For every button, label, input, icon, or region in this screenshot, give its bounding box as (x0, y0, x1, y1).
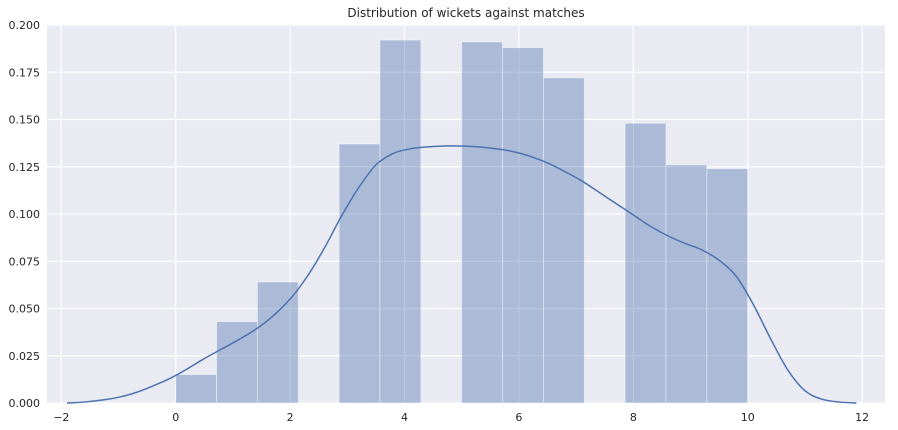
x-tick-label: −2 (53, 411, 69, 424)
y-tick-label: 0.175 (9, 66, 41, 79)
x-tick-label: 10 (741, 411, 755, 424)
y-tick-label: 0.025 (9, 350, 41, 363)
histogram-bar (665, 164, 708, 404)
histogram-bar (502, 47, 544, 404)
histogram-bar (624, 122, 667, 404)
y-tick-label: 0.200 (9, 19, 41, 32)
histogram-bar (706, 168, 749, 404)
y-axis-ticks: 0.000 0.025 0.050 0.075 0.100 0.125 0.150 0.175… (9, 19, 41, 410)
y-tick-label: 0.075 (9, 255, 41, 268)
y-tick-label: 0.150 (9, 114, 41, 127)
y-tick-label: 0.050 (9, 303, 41, 316)
histogram-bar (175, 374, 217, 404)
chart-title: Distribution of wickets against matches (347, 6, 584, 20)
histogram-bar (461, 41, 503, 404)
histogram-bars (175, 39, 749, 404)
x-tick-label: 2 (287, 411, 294, 424)
histogram-bar (379, 39, 422, 404)
x-tick-label: 8 (630, 411, 637, 424)
histogram-bar (216, 321, 258, 404)
x-tick-label: 4 (401, 411, 408, 424)
x-tick-label: 0 (172, 411, 179, 424)
y-tick-label: 0.100 (9, 208, 41, 221)
x-axis-ticks: −2 0 2 4 6 8 10 12 (53, 411, 869, 424)
histogram-bar (257, 281, 299, 404)
y-tick-label: 0.000 (9, 397, 41, 410)
kde-line (66, 145, 857, 404)
histogram-bar (338, 143, 381, 404)
x-tick-label: 12 (855, 411, 869, 424)
y-tick-label: 0.125 (9, 161, 41, 174)
kde-curve-group (66, 145, 857, 404)
histogram-bar (543, 77, 585, 404)
x-tick-label: 6 (515, 411, 522, 424)
